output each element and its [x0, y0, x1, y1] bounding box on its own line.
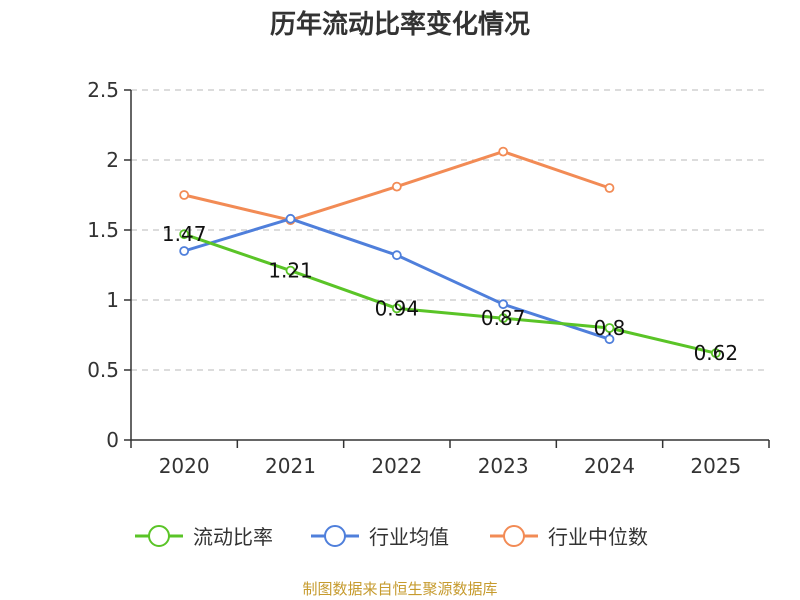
series-point-0 [604, 323, 615, 333]
data-label: 0.8 [594, 316, 626, 340]
series-point-1 [498, 299, 509, 310]
y-tick-label: 2.5 [87, 78, 119, 102]
data-labels: 1.47 1.21 0.94 0.87 0.8 0.62 [162, 222, 738, 365]
legend[interactable]: 流动比率 行业均值 行业中位数 [135, 525, 648, 549]
x-tick-label: 2024 [584, 454, 635, 478]
data-label: 0.87 [481, 306, 526, 330]
data-label: 1.47 [162, 222, 207, 246]
legend-label: 流动比率 [193, 525, 273, 549]
y-tick-label: 1 [106, 288, 119, 312]
series-point-2 [391, 181, 402, 192]
data-label: 1.21 [268, 259, 313, 283]
legend-marker [324, 525, 346, 547]
legend-item-2[interactable]: 行业中位数 [490, 525, 648, 549]
series-point-0 [710, 348, 721, 359]
series-point-2 [179, 190, 190, 200]
series-point-1 [604, 334, 615, 345]
legend-item-0[interactable]: 流动比率 [135, 525, 273, 549]
series-point-2 [604, 183, 615, 193]
legend-item-1[interactable]: 行业均值 [311, 525, 449, 549]
series-point-0 [498, 313, 509, 324]
grid-lines [131, 89, 769, 371]
legend-label: 行业均值 [369, 525, 449, 549]
x-tick-label: 2023 [478, 454, 529, 478]
legend-marker [148, 525, 170, 547]
series-point-0 [391, 303, 402, 314]
series-point-0 [285, 265, 296, 276]
legend-marker [503, 525, 525, 547]
x-tick-label: 2022 [371, 454, 422, 478]
chart-title: 历年流动比率变化情况 [269, 10, 530, 40]
x-tick-label: 2021 [265, 454, 316, 478]
y-tick-label: 1.5 [87, 218, 119, 242]
x-tick-label: 2020 [159, 454, 210, 478]
y-tick-label: 0 [106, 428, 119, 452]
series-lines [179, 146, 721, 359]
source-note: 制图数据来自恒生聚源数据库 [302, 580, 498, 598]
series-line-0 [183, 232, 717, 355]
series-point-1 [285, 213, 296, 224]
series-point-0 [179, 229, 190, 240]
data-label: 0.62 [694, 341, 739, 365]
legend-label: 行业中位数 [548, 525, 648, 549]
series-point-1 [179, 246, 190, 256]
data-label: 0.94 [375, 296, 420, 320]
series-point-1 [391, 250, 402, 261]
y-tick-label: 0.5 [87, 358, 119, 382]
series-point-2 [498, 146, 509, 157]
y-tick-label: 2 [106, 148, 119, 172]
axes: 0 0.5 1 1.5 2 2.5 2020 2021 2022 2023 2024 2025 [87, 78, 770, 478]
x-tick-label: 2025 [690, 454, 741, 478]
